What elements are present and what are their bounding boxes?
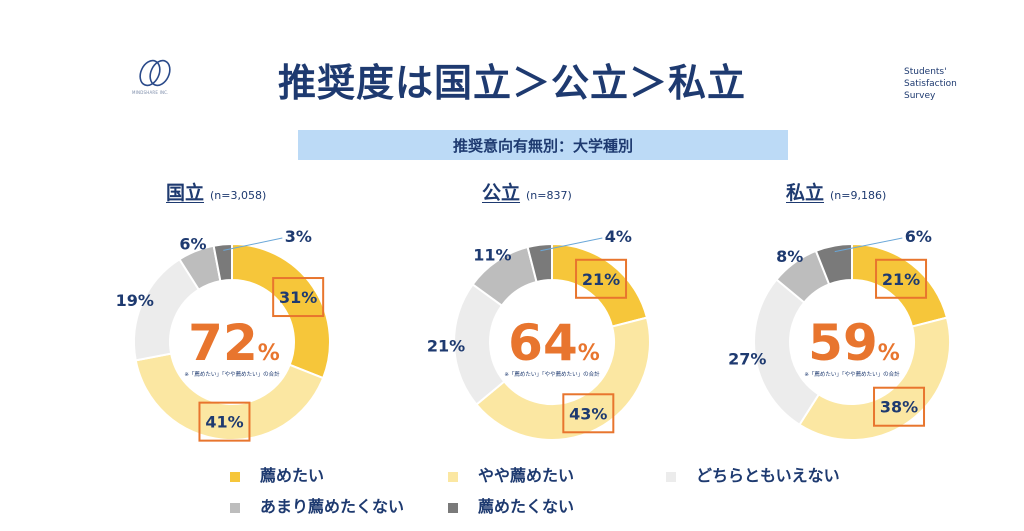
panel-heading-public: 公立 (n=837) (482, 178, 572, 205)
survey-label-line: Survey (904, 91, 936, 101)
label-leader-line (223, 237, 283, 251)
donut-segment-neutral (753, 278, 821, 427)
legend-item-neutral: どちらともいえない (666, 462, 840, 486)
logo-rings-icon (139, 59, 171, 87)
center-total-label: 59% (808, 314, 900, 372)
donut-segment-somewhat (475, 316, 651, 441)
data-label: 21% (882, 270, 920, 289)
highlight-box (875, 258, 928, 299)
donut-segment-not-really (178, 244, 222, 292)
legend-item-recommend: 薦めたい (230, 462, 324, 486)
donut-segment-recommend (551, 242, 649, 328)
panel-sample-size: (n=3,058) (210, 189, 267, 202)
legend-swatch (666, 471, 676, 482)
legend-item-not: 薦めたくない (448, 493, 574, 517)
label-leader-line (834, 237, 903, 253)
center-note: ※「薦めたい」「やや薦めたい」の合計 (504, 370, 600, 378)
data-label: 41% (205, 413, 243, 432)
data-label: 21% (427, 336, 465, 355)
legend-item-not-really: あまり薦めたくない (230, 493, 404, 517)
survey-label: Students' Satisfaction Survey (904, 66, 957, 102)
donut-segment-neutral (453, 282, 506, 406)
subtitle-bar: 推奨意向有無別：大学種別 (298, 130, 788, 160)
data-label: 4% (605, 227, 632, 246)
legend-swatch (230, 471, 240, 482)
panel-category: 国立 (166, 182, 205, 204)
legend-swatch (448, 471, 458, 482)
donut-segment-recommend (851, 242, 949, 328)
highlight-box (198, 401, 251, 442)
data-label: 43% (569, 404, 607, 423)
donut-segment-somewhat (798, 316, 951, 441)
survey-label-line: Students' (904, 67, 947, 77)
data-label: 21% (582, 270, 620, 289)
center-note: ※「薦めたい」「やや薦めたい」の合計 (184, 370, 280, 378)
donut-segment-not (814, 242, 853, 286)
panel-category: 公立 (482, 182, 521, 204)
center-note: ※「薦めたい」「やや薦めたい」の合計 (804, 370, 900, 378)
legend-label: やや薦めたい (478, 466, 575, 485)
highlight-box (873, 386, 926, 427)
data-label: 6% (905, 227, 932, 246)
data-label: 27% (728, 350, 766, 369)
legend-label: 薦めたい (260, 466, 325, 485)
page-title: 推奨度は国立＞公立＞私立 (277, 61, 746, 105)
legend-swatch (230, 502, 240, 513)
donut-segment-somewhat (134, 352, 325, 441)
donut-segment-not (526, 242, 553, 284)
subtitle-text: 推奨意向有無別：大学種別 (452, 136, 633, 155)
survey-label-line: Satisfaction (904, 79, 957, 89)
center-total-label: 64% (508, 314, 600, 372)
highlight-box (575, 258, 628, 299)
center-total-label: 72% (188, 314, 280, 372)
legend-label: あまり薦めたくない (260, 497, 405, 516)
legend-label: 薦めたくない (478, 497, 575, 516)
data-label: 11% (473, 245, 511, 264)
highlight-box (562, 393, 615, 434)
company-logo: MINDSHARE INC. (132, 58, 180, 100)
data-label: 19% (116, 291, 154, 310)
panel-heading-private: 私立 (n=9,186) (786, 178, 886, 205)
data-label: 8% (776, 247, 803, 266)
label-leader-line (540, 237, 603, 252)
data-label: 38% (880, 398, 918, 417)
legend-label: どちらともいえない (696, 466, 840, 485)
legend-swatch (448, 502, 458, 513)
data-label: 3% (285, 227, 312, 246)
panel-heading-national: 国立 (n=3,058) (166, 178, 266, 205)
donut-segment-recommend (231, 242, 331, 380)
donut-segment-neutral (133, 257, 201, 362)
donut-segment-not-really (471, 245, 538, 307)
legend-item-somewhat: やや薦めたい (448, 462, 574, 486)
donut-segment-not (212, 242, 233, 283)
data-label: 6% (179, 234, 206, 253)
data-label: 31% (279, 288, 317, 307)
logo-text: MINDSHARE INC. (132, 90, 169, 95)
panel-sample-size: (n=837) (526, 189, 572, 202)
highlight-box (272, 277, 325, 318)
panel-sample-size: (n=9,186) (830, 189, 887, 202)
panel-category: 私立 (786, 182, 825, 204)
donut-segment-not-really (775, 249, 831, 304)
